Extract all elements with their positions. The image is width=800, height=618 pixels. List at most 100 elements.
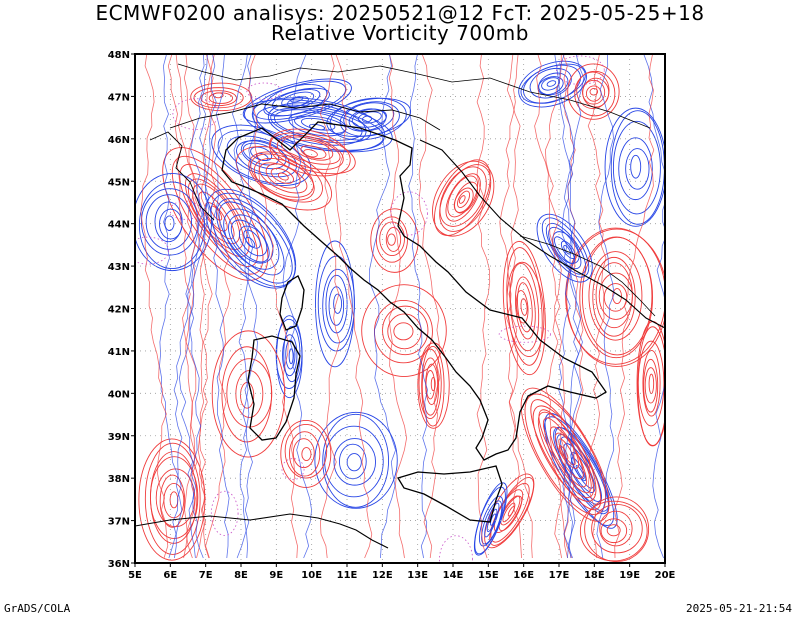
contour-line xyxy=(486,508,498,533)
positive-vorticity-cell xyxy=(502,240,546,376)
contour-line xyxy=(212,54,230,559)
contour-line xyxy=(538,72,569,96)
contour-line xyxy=(144,442,201,555)
positive-vorticity-cell xyxy=(565,227,665,367)
negative-vorticity-cell xyxy=(326,97,412,141)
grads-credit: GrADS/COLA xyxy=(4,602,71,615)
contour-line xyxy=(243,229,261,249)
y-tick-label: 47N xyxy=(108,92,130,103)
contour-line xyxy=(388,54,408,559)
contour-line xyxy=(591,503,643,554)
contour-line xyxy=(226,358,273,428)
negative-vorticity-cell xyxy=(275,315,303,399)
contour-line xyxy=(370,208,419,273)
contour-line xyxy=(387,233,396,246)
negative-vorticity-cell xyxy=(544,413,618,529)
contour-line xyxy=(280,419,332,488)
map-title-line2: Relative Vorticity 700mb xyxy=(271,21,529,45)
positive-vorticity-cell xyxy=(190,82,252,112)
contour-line xyxy=(169,491,179,509)
x-tick-label: 8E xyxy=(234,570,248,581)
x-tick-label: 5E xyxy=(128,570,142,581)
contour-line xyxy=(253,157,315,201)
positive-vorticity-cell xyxy=(484,473,535,549)
contour-line xyxy=(277,172,289,181)
contour-line xyxy=(205,54,231,559)
central-europe-borders xyxy=(177,63,651,129)
contour-line xyxy=(315,240,355,368)
contour-line xyxy=(211,124,312,186)
contour-line xyxy=(333,293,343,314)
contour-line xyxy=(335,54,373,559)
alpine-borders xyxy=(169,103,441,131)
contour-line xyxy=(282,54,313,559)
contour-line xyxy=(314,411,398,509)
negative-vorticity-cell xyxy=(314,411,398,509)
zero-contour xyxy=(439,535,473,563)
contour-line xyxy=(167,54,198,559)
contour-line xyxy=(562,54,584,559)
zero-contour xyxy=(169,200,202,220)
contour-line xyxy=(221,346,272,443)
contour-line xyxy=(544,54,566,559)
contour-line xyxy=(537,411,594,499)
x-tick-label: 9E xyxy=(269,570,283,581)
negative-vorticity-cell xyxy=(315,240,355,368)
lat-lon-grid xyxy=(135,54,665,563)
contour-line xyxy=(545,222,587,275)
zero-contour xyxy=(281,458,305,481)
contour-line xyxy=(518,60,587,108)
contour-line xyxy=(493,489,524,533)
contour-line xyxy=(600,518,628,544)
contour-line xyxy=(541,217,590,278)
map-title-line1: ECMWF0200 analisys: 20250521@12 FcT: 202… xyxy=(95,1,705,25)
contour-line xyxy=(648,373,655,394)
contour-line xyxy=(288,348,294,365)
contour-line xyxy=(235,146,333,211)
contour-line xyxy=(236,54,257,559)
contour-line xyxy=(159,54,182,559)
contour-line xyxy=(506,247,543,366)
contour-line xyxy=(248,54,298,559)
contour-line xyxy=(322,413,389,508)
contour-line xyxy=(434,159,491,236)
contour-line xyxy=(612,288,622,305)
contour-line xyxy=(432,160,495,237)
contour-line xyxy=(373,299,433,364)
zero-contour xyxy=(135,236,170,265)
positive-vorticity-cell xyxy=(567,63,620,120)
y-tick-label: 39N xyxy=(108,432,130,443)
contour-line xyxy=(292,438,315,469)
contour-line xyxy=(546,80,557,87)
contour-line xyxy=(567,63,620,120)
contour-line xyxy=(642,350,661,417)
contour-line xyxy=(190,82,252,112)
x-tick-label: 18E xyxy=(584,570,605,581)
y-tick-label: 44N xyxy=(108,220,130,231)
contour-line xyxy=(210,192,296,287)
contour-line xyxy=(348,108,387,131)
positive-vorticity-cell xyxy=(235,146,333,211)
contour-line xyxy=(558,54,585,559)
contour-line xyxy=(498,495,523,532)
vorticity-contours xyxy=(135,54,665,563)
contour-line xyxy=(276,134,344,170)
contour-line xyxy=(595,262,633,329)
y-tick-label: 48N xyxy=(108,50,130,61)
contour-line xyxy=(502,240,546,376)
contour-line xyxy=(319,54,341,559)
contour-line xyxy=(630,154,642,179)
contour-line xyxy=(382,305,429,356)
y-tick-label: 36N xyxy=(108,559,130,570)
latitude-tick-labels: 36N 37N 38N 39N 40N 41N 42N 43N 44N 45N 46N 47N 48N xyxy=(108,50,135,570)
contour-line xyxy=(301,447,312,462)
contour-line xyxy=(270,167,294,184)
contour-line xyxy=(454,181,479,214)
contour-line xyxy=(164,215,175,231)
contour-line xyxy=(517,282,533,333)
contour-line xyxy=(506,54,522,559)
contour-line xyxy=(524,393,607,516)
contour-line xyxy=(135,172,213,272)
sicily-coastline xyxy=(397,465,503,523)
contour-line xyxy=(625,148,650,190)
